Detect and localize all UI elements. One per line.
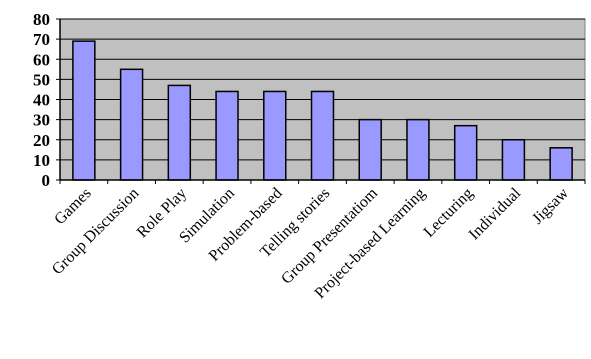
y-tick-label: 0	[42, 171, 51, 190]
y-tick-label: 10	[33, 151, 50, 170]
x-tick-label: Games	[51, 185, 94, 228]
bar	[358, 118, 382, 181]
bar	[406, 118, 430, 181]
bar	[501, 139, 526, 181]
bar	[263, 90, 287, 181]
bar	[310, 90, 335, 181]
y-tick-label: 50	[33, 70, 50, 89]
gridlines	[60, 18, 585, 161]
y-tick-label: 70	[33, 30, 50, 49]
x-tick-label: Individual	[466, 184, 525, 243]
bars	[72, 40, 573, 181]
bar	[167, 84, 192, 181]
y-tick-label: 30	[33, 111, 50, 130]
x-tick-label: Group Discussion	[49, 185, 142, 278]
bar	[215, 90, 239, 181]
bar	[72, 40, 96, 181]
bar	[549, 147, 573, 181]
y-tick-label: 80	[33, 10, 50, 29]
y-tick-label: 60	[33, 50, 50, 69]
bar	[119, 68, 144, 181]
x-tick-label: Jigsaw	[529, 184, 572, 227]
bar	[453, 124, 478, 181]
y-tick-label: 20	[33, 131, 50, 150]
y-tick-label: 40	[33, 91, 50, 110]
